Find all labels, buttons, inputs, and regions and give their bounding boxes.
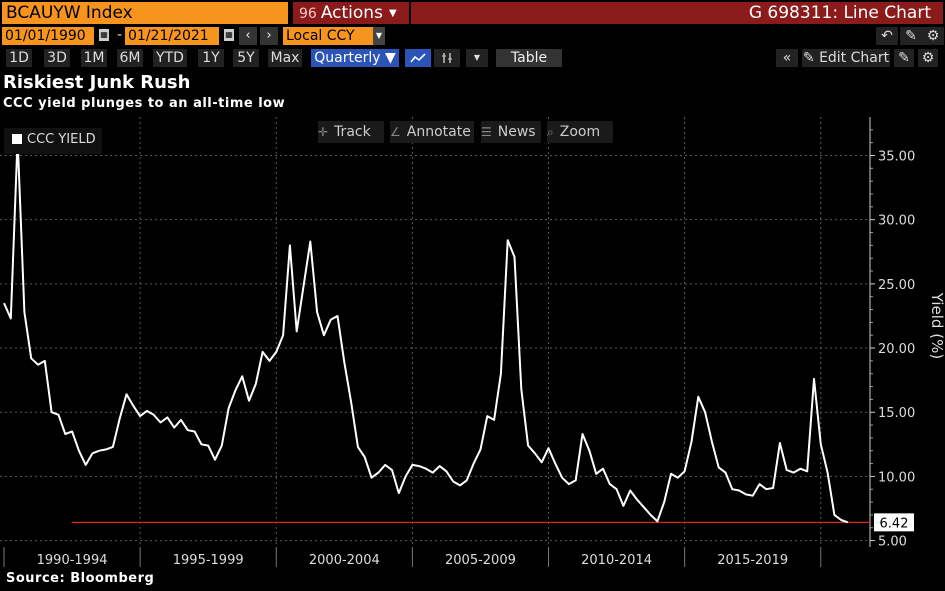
actions-label: Actions: [320, 3, 383, 23]
legend-label: CCC YIELD: [27, 132, 96, 147]
chart-legend[interactable]: CCC YIELD: [4, 128, 102, 154]
edit-icon[interactable]: ✎: [900, 27, 922, 45]
x-category-label: 2005-2009: [445, 553, 516, 567]
legend-swatch: [12, 134, 22, 144]
y-axis-title: Yield (%): [928, 292, 945, 359]
table-button[interactable]: Table: [496, 49, 562, 67]
window-title: G 698311: Line Chart: [411, 2, 943, 24]
period-3d[interactable]: 3D: [44, 49, 70, 67]
last-value-badge: [874, 513, 914, 532]
title-bar: BCAUYW Index 96 Actions ▼ G 698311: Line C…: [0, 0, 945, 26]
period-6m[interactable]: 6M: [117, 49, 143, 67]
collapse-icon[interactable]: «: [776, 49, 798, 67]
calendar-icon[interactable]: ▦: [99, 29, 109, 41]
end-date-field[interactable]: 01/21/2021: [125, 27, 219, 45]
next-icon[interactable]: ›: [260, 27, 278, 45]
track-button[interactable]: ✛ Track: [318, 121, 384, 143]
line-chart-icon[interactable]: [405, 49, 431, 67]
x-category-label: 1990-1994: [37, 553, 108, 567]
settings-icon[interactable]: ⚙: [918, 49, 938, 67]
y-tick-label: 30.00: [878, 214, 915, 229]
news-icon: ☰: [481, 125, 492, 139]
y-tick-label: 15.00: [878, 406, 915, 421]
undo-icon[interactable]: ↶: [876, 27, 898, 45]
news-label: News: [497, 124, 536, 140]
pencil-icon: ✎: [802, 50, 820, 66]
currency-value: Local CCY: [286, 28, 355, 44]
news-button[interactable]: ☰ News: [481, 121, 541, 143]
currency-select[interactable]: Local CCY ▼: [283, 27, 385, 45]
period-1m[interactable]: 1M: [81, 49, 107, 67]
track-label: Track: [334, 124, 371, 140]
range-dash: -: [117, 27, 123, 43]
x-category-label: 1995-1999: [173, 553, 244, 567]
chevron-down-icon: ▼: [373, 27, 385, 45]
zoom-label: Zoom: [559, 124, 601, 140]
y-tick-label: 10.00: [878, 470, 915, 485]
edit-chart-button[interactable]: ✎ Edit Chart: [802, 49, 890, 67]
zoom-button[interactable]: ⌕ Zoom: [547, 121, 613, 143]
period-5y[interactable]: 5Y: [233, 49, 259, 67]
period-max[interactable]: Max: [268, 49, 302, 67]
period-ytd[interactable]: YTD: [153, 49, 187, 67]
settings-icon[interactable]: ⚙: [922, 27, 944, 45]
chart-subtitle: CCC yield plunges to an all-time low: [3, 96, 286, 111]
edit-chart-label: Edit Chart: [819, 50, 890, 66]
zoom-icon: ⌕: [547, 125, 554, 139]
frequency-select[interactable]: Quarterly ▼: [311, 49, 399, 67]
y-tick-label: 20.00: [878, 342, 915, 357]
calendar-icon[interactable]: ▦: [224, 29, 234, 41]
dropdown-caret-icon: ▼: [388, 8, 397, 19]
bar-chart-icon[interactable]: [434, 49, 460, 67]
actions-menu[interactable]: 96 Actions ▼: [293, 2, 409, 24]
period-toolbar: 1D 3D 1M 6M YTD 1Y 5Y Max Quarterly ▼ ▼ …: [0, 47, 945, 69]
chevron-down-icon[interactable]: ▼: [466, 49, 488, 67]
annotate-button[interactable]: ∠ Annotate: [390, 121, 474, 143]
start-date-field[interactable]: 01/01/1990: [2, 27, 94, 45]
x-category-label: 2015-2019: [717, 553, 788, 567]
edit-icon[interactable]: ✎: [894, 49, 914, 67]
annotate-icon: ∠: [390, 125, 401, 139]
x-category-label: 2010-2014: [581, 553, 652, 567]
period-1y[interactable]: 1Y: [198, 49, 224, 67]
y-tick-label: 5.00: [878, 535, 907, 550]
source-note: Source: Bloomberg: [6, 571, 155, 586]
period-1d[interactable]: 1D: [6, 49, 32, 67]
y-tick-label: 35.00: [878, 150, 915, 165]
ticker-field[interactable]: BCAUYW Index: [2, 2, 288, 24]
crosshair-icon: ✛: [318, 125, 329, 139]
line-chart[interactable]: 5.00 10.00 15.00 20.00 25.00 30.00 35.00 1990-1…: [0, 117, 945, 567]
x-category-label: 2000-2004: [309, 553, 380, 567]
last-value-label: 6.42: [880, 516, 909, 531]
annotate-label: Annotate: [406, 124, 471, 140]
y-tick-label: 25.00: [878, 278, 915, 293]
chart-title: Riskiest Junk Rush: [3, 72, 191, 93]
previous-icon[interactable]: ‹: [239, 27, 257, 45]
series-line-ccc-yield[interactable]: [3, 137, 849, 524]
actions-icon: 96: [299, 6, 317, 22]
date-range-bar: 01/01/1990 ▦ - 01/21/2021 ▦ ‹ › Local CC…: [0, 26, 945, 46]
